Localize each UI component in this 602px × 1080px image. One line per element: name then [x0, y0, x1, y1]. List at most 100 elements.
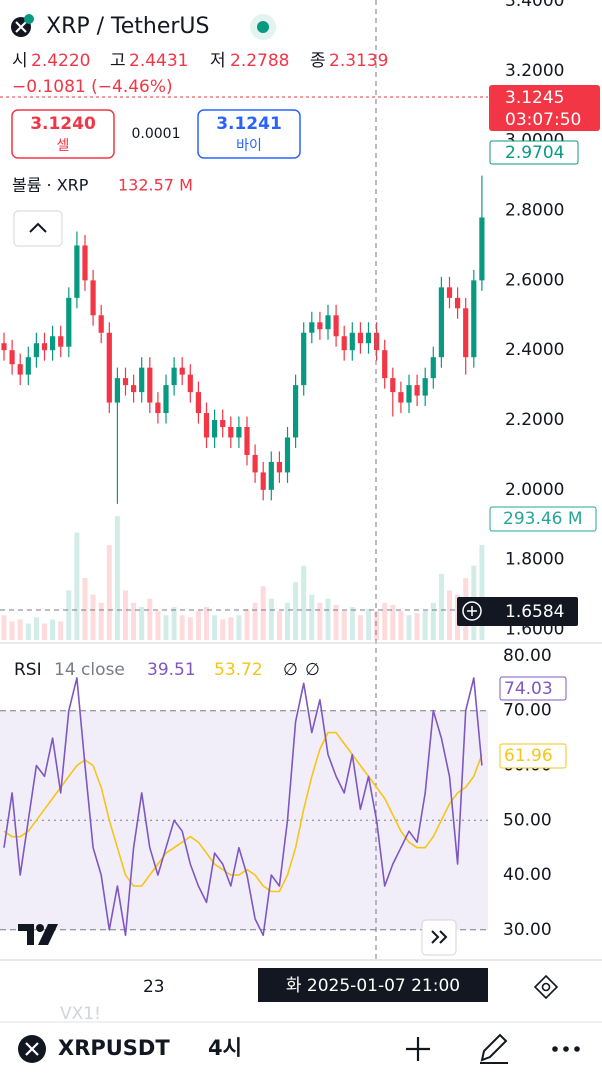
y-tick-label: 80.00 [503, 646, 552, 666]
candle-body [382, 350, 388, 379]
candle-body [163, 385, 169, 414]
more-dot[interactable] [552, 1046, 558, 1052]
candle-body [1, 343, 7, 351]
volume-bar [349, 606, 355, 640]
candle-body [244, 427, 250, 455]
y-tick-label: 2.8000 [505, 201, 564, 221]
candle-body [471, 280, 477, 358]
volume-bar [187, 617, 193, 640]
volume-bar [325, 598, 331, 640]
volume-tag [489, 506, 597, 532]
candle-body [374, 332, 380, 351]
candle-body [406, 385, 412, 403]
candle-body [455, 297, 461, 309]
rsi-line [3, 677, 483, 937]
last-price-tag [489, 85, 600, 131]
sell-button[interactable] [11, 109, 115, 159]
volume-bar [309, 594, 315, 640]
volume-bar [114, 516, 120, 640]
candle-body [479, 217, 485, 281]
add-button[interactable] [406, 1037, 430, 1061]
candle-body [131, 385, 137, 393]
price-tag-text: 2.9704 [505, 143, 564, 163]
volume-bar [66, 590, 72, 640]
candle-body [220, 420, 226, 428]
collapse-button[interactable] [13, 210, 63, 247]
rsi-readout: 53.72 [214, 660, 263, 680]
candle-body [398, 392, 404, 403]
y-tick-label: 3.4000 [505, 0, 564, 11]
scroll-right-button[interactable] [421, 919, 457, 956]
candle-body [187, 374, 193, 393]
price-change: −0.1081 (−4.46%) [12, 77, 173, 97]
chevron-icon [29, 222, 47, 233]
x-tick-label: 23 [143, 977, 165, 997]
bottom-interval[interactable]: 4시 [208, 1036, 242, 1060]
volume-bar [333, 604, 339, 640]
bottom-symbol[interactable]: XRPUSDT [58, 1036, 170, 1060]
volume-tag-text: 293.46 M [503, 509, 583, 529]
volume-bar [301, 565, 307, 640]
y-tick-label: 30.00 [503, 920, 552, 940]
volume-bar [422, 611, 428, 640]
ohlc-label: 종 [310, 51, 326, 71]
volume-bar [123, 590, 128, 640]
y-tick-label: 2.6000 [505, 270, 564, 290]
cursor-price-tag [457, 597, 578, 626]
candle-body [74, 245, 80, 298]
volume-bar [17, 619, 23, 640]
candle-body [236, 427, 242, 438]
volume-bar [406, 615, 412, 640]
y-tick-label: 40.00 [503, 865, 552, 885]
candle-body [333, 315, 339, 337]
candle-body [9, 350, 15, 365]
logo-glyph [15, 21, 27, 33]
candle-body [430, 357, 436, 379]
candle-body [90, 280, 96, 316]
candle-body [341, 336, 347, 351]
symbol-title[interactable]: XRP / TetherUS [46, 14, 209, 39]
price-tag [489, 140, 579, 165]
candle-body [317, 322, 323, 330]
candle-body [390, 378, 396, 393]
volume-bar [382, 602, 388, 640]
add-icon[interactable] [462, 601, 482, 621]
candle-body [349, 332, 355, 351]
settings-icon[interactable] [533, 974, 559, 1000]
add-glyph [467, 606, 477, 616]
candle-body [106, 332, 112, 403]
rsi-ma-tag-text: 61.96 [504, 746, 553, 766]
volume-bar [163, 615, 169, 640]
y-tick-label: 2.0000 [505, 480, 564, 500]
rsi-params: 14 close [54, 660, 125, 680]
candle-body [66, 297, 72, 347]
logo-badge [24, 14, 34, 24]
rsi-readout: 39.51 [147, 660, 196, 680]
volume-bar [155, 611, 161, 640]
more-dot[interactable] [574, 1046, 580, 1052]
volume-value: 132.57 M [118, 176, 193, 195]
volume-bar [374, 611, 380, 640]
volume-bar [414, 613, 420, 640]
volume-bar [252, 602, 258, 640]
volume-bar [195, 611, 201, 640]
ohlc-value: 2.4431 [129, 51, 188, 71]
scroll-icon [431, 930, 448, 944]
tv-logo [18, 924, 34, 945]
candle-body [463, 308, 469, 358]
volume-bar [228, 617, 234, 640]
draw-button[interactable] [480, 1033, 508, 1064]
candle-body [58, 336, 64, 347]
volume-bar [1, 615, 7, 640]
volume-label: 볼륨 · XRP [12, 176, 89, 195]
candle-body [98, 315, 104, 333]
more-dot[interactable] [563, 1046, 569, 1052]
volume-bar [317, 602, 323, 640]
candle-body [82, 245, 88, 281]
buy-button[interactable] [197, 109, 301, 159]
y-tick-label: 2.2000 [505, 410, 564, 430]
y-tick-label: 70.00 [503, 701, 552, 721]
candle-body [309, 322, 315, 333]
settings-icon-center [541, 982, 551, 992]
